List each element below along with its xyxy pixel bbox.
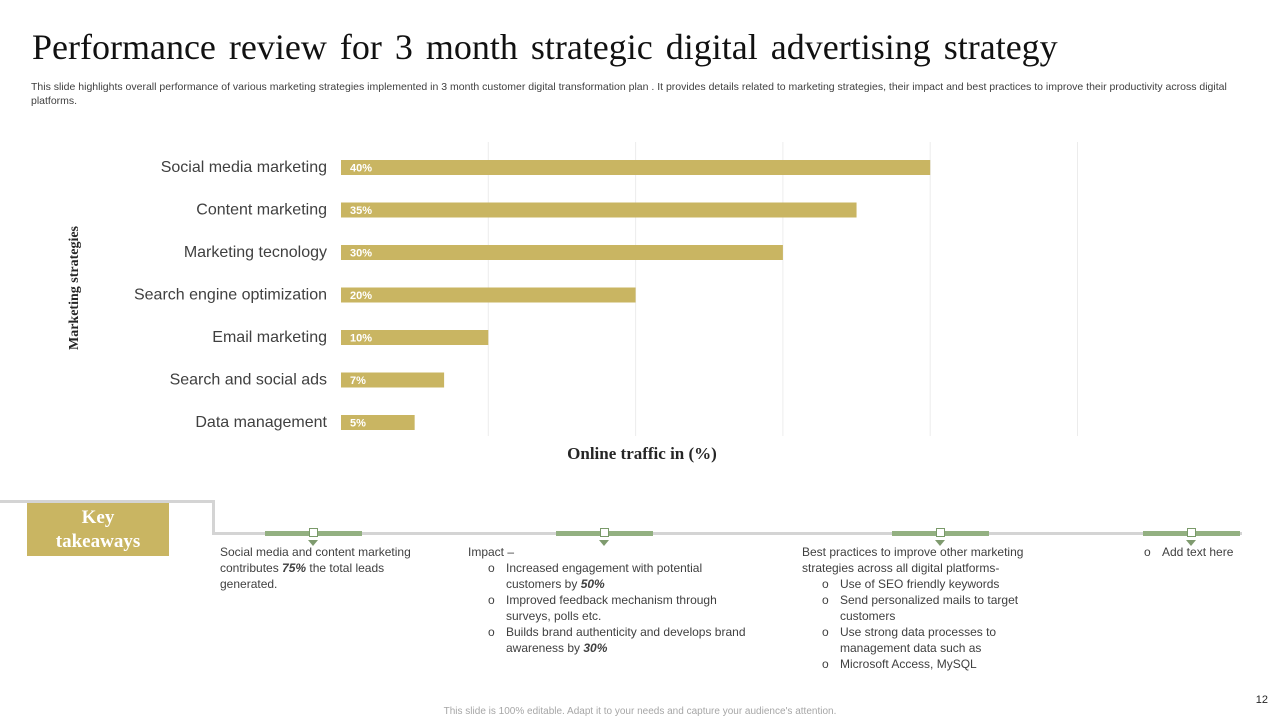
takeaway-column-2: Impact – o Increased engagement with pote… [468,544,750,656]
category-label: Email marketing [212,329,327,346]
takeaway-1-emphasis: 75% [282,561,307,575]
data-label: 30% [350,248,372,260]
key-takeaways-line2: takeaways [55,530,141,552]
category-label: Search engine optimization [134,287,327,304]
bar [341,245,783,260]
timeline-pointer-3 [935,540,945,546]
bar [341,415,415,430]
bullet-icon: o [822,593,829,607]
timeline-pointer-2 [599,540,609,546]
timeline-pointer-1 [308,540,318,546]
takeaway-2-list: o Increased engagement with potential cus… [468,560,750,656]
bullet-icon: o [822,625,829,639]
bullet-icon: o [488,593,495,607]
category-label: Content marketing [196,202,327,219]
category-label: Search and social ads [170,372,327,389]
slide-subtitle: This slide highlights overall performanc… [31,81,1227,107]
timeline-pointer-4 [1186,540,1196,546]
bar [341,202,857,218]
data-label: 10% [350,333,372,345]
takeaway-4-list: o Add text here [1124,544,1249,560]
timeline-marker-1 [309,528,318,537]
takeaway-column-1: Social media and content marketing contr… [220,544,415,592]
bullet-icon: o [488,561,495,575]
timeline-marker-2 [600,528,609,537]
bar [341,372,445,388]
bar [341,287,636,303]
list-item: o Use strong data processes to management… [822,625,997,655]
page-number: 12 [1255,694,1268,706]
list-item: o Add text here [1144,545,1234,559]
data-label: 5% [350,418,366,430]
bar [341,160,931,175]
takeaway-2-intro: Impact – [468,545,515,559]
bullet-icon: o [822,657,829,671]
list-item: o Send personalized mails to target custo… [822,593,1019,623]
list-item: o Increased engagement with potential cus… [488,561,703,591]
takeaway-3-list: o Use of SEO friendly keywords o Send pers… [802,576,1054,672]
slide-title: Performance review for 3 month strategic… [32,27,1058,67]
timeline-marker-4 [1187,528,1196,537]
bullet-icon: o [488,625,495,639]
bar [341,330,489,345]
bullet-icon: o [1144,545,1151,559]
data-label: 35% [350,205,372,217]
takeaway-column-3: Best practices to improve other marketin… [802,544,1054,672]
y-axis-label: Marketing strategies [67,225,82,351]
takeaway-3-intro: Best practices to improve other marketin… [802,545,1024,575]
timeline-marker-3 [936,528,945,537]
takeaways-frame-connector [212,500,215,534]
category-label: Data management [195,414,327,431]
takeaways-frame-top [0,500,214,503]
takeaway-column-4: o Add text here [1124,544,1249,560]
list-item: o Microsoft Access, MySQL [822,657,977,671]
takeaway-1-text: Social media and content marketing contr… [220,545,411,591]
data-label: 20% [350,290,372,302]
list-item: o Builds brand authenticity and develops … [488,625,746,655]
footer-note: This slide is 100% editable. Adapt it to… [443,706,837,717]
list-item: o Use of SEO friendly keywords [822,577,1000,591]
list-item: o Improved feedback mechanism through sur… [488,593,717,623]
category-label: Marketing tecnology [184,244,327,261]
category-label: Social media marketing [161,159,327,176]
bullet-icon: o [822,577,829,591]
data-label: 40% [350,163,372,175]
key-takeaways-line1: Key [81,506,115,528]
key-takeaways-heading: Key takeaways [27,503,169,556]
timeline-line [212,532,1242,535]
x-axis-label: Online traffic in (%) [567,444,717,463]
data-label: 7% [350,375,366,387]
